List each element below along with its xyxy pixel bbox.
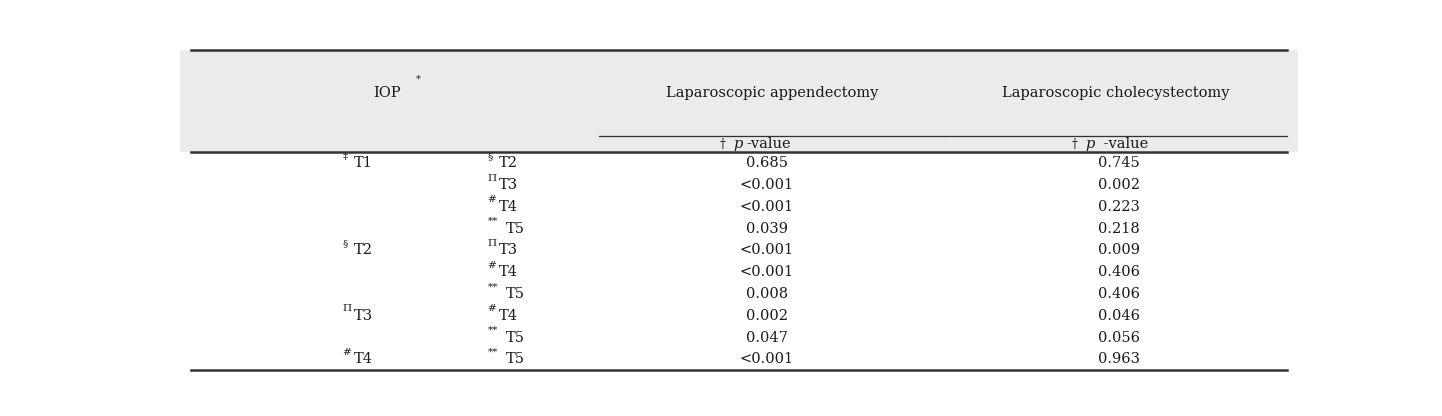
Text: T4: T4 [353, 352, 372, 366]
Text: T2: T2 [353, 243, 372, 258]
Text: Laparoscopic cholecystectomy: Laparoscopic cholecystectomy [1002, 86, 1230, 100]
Text: 0.002: 0.002 [1097, 178, 1141, 192]
Text: Π: Π [487, 173, 496, 183]
Text: T5: T5 [506, 222, 525, 235]
Text: T3: T3 [499, 243, 518, 258]
Text: T5: T5 [506, 352, 525, 366]
Text: 0.046: 0.046 [1097, 309, 1141, 323]
Text: 0.008: 0.008 [746, 287, 787, 301]
Text: <0.001: <0.001 [740, 352, 795, 366]
Text: 0.406: 0.406 [1097, 287, 1141, 301]
Text: IOP: IOP [373, 86, 401, 100]
Text: <0.001: <0.001 [740, 200, 795, 214]
Text: 0.009: 0.009 [1097, 243, 1141, 258]
Text: **: ** [487, 217, 497, 226]
Text: T1: T1 [353, 156, 372, 170]
Text: **: ** [487, 348, 497, 357]
Text: Π: Π [487, 239, 496, 248]
Text: †: † [720, 138, 725, 151]
Bar [180, 50, 1298, 152]
Text: §: § [487, 152, 493, 161]
Text: <0.001: <0.001 [740, 243, 795, 258]
Text: 0.039: 0.039 [746, 222, 787, 235]
Text: -value: -value [1099, 137, 1148, 151]
Bar [180, 152, 1298, 370]
Text: T4: T4 [499, 200, 518, 214]
Text: 0.002: 0.002 [746, 309, 787, 323]
Text: T4: T4 [499, 309, 518, 323]
Text: 0.218: 0.218 [1099, 222, 1139, 235]
Text: T3: T3 [499, 178, 518, 192]
Text: T3: T3 [353, 309, 372, 323]
Text: T5: T5 [506, 287, 525, 301]
Text: 0.406: 0.406 [1097, 265, 1141, 279]
Text: #: # [342, 348, 350, 357]
Text: <0.001: <0.001 [740, 178, 795, 192]
Text: <0.001: <0.001 [740, 265, 795, 279]
Text: p: p [734, 137, 743, 151]
Text: Laparoscopic appendectomy: Laparoscopic appendectomy [666, 86, 878, 100]
Text: 0.056: 0.056 [1097, 331, 1141, 344]
Text: ‡: ‡ [342, 152, 348, 161]
Text: **: ** [487, 282, 497, 292]
Text: 0.745: 0.745 [1099, 156, 1139, 170]
Text: 0.685: 0.685 [746, 156, 787, 170]
Text: p: p [1086, 137, 1094, 151]
Text: #: # [487, 196, 496, 204]
Text: 0.047: 0.047 [746, 331, 787, 344]
Text: **: ** [487, 326, 497, 335]
Text: Π: Π [342, 304, 352, 313]
Text: †: † [1071, 138, 1079, 151]
Text: #: # [487, 304, 496, 313]
Text: §: § [342, 239, 348, 248]
Text: 0.223: 0.223 [1097, 200, 1141, 214]
Text: 0.963: 0.963 [1097, 352, 1141, 366]
Text: T2: T2 [499, 156, 518, 170]
Text: -value: -value [747, 137, 792, 151]
Text: T4: T4 [499, 265, 518, 279]
Text: *: * [415, 74, 421, 83]
Text: T5: T5 [506, 331, 525, 344]
Text: #: # [487, 261, 496, 270]
